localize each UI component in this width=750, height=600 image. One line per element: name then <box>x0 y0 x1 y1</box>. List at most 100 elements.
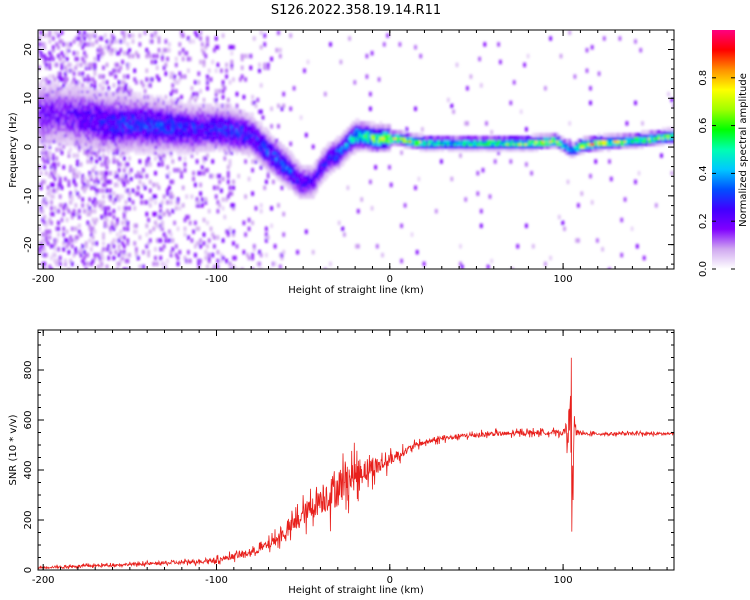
spectrogram-cell <box>181 103 185 109</box>
spectrogram-cell <box>249 132 253 138</box>
spectrogram-cell <box>154 59 157 65</box>
spectrogram-cell <box>509 147 513 152</box>
spectrogram-cell <box>403 144 407 149</box>
spectrogram-cell <box>53 247 57 252</box>
spectrogram-cell <box>136 171 140 176</box>
spectrogram-cell <box>77 127 81 132</box>
spectrogram-cell <box>254 206 258 211</box>
spectrogram-cell <box>190 238 194 243</box>
spectrogram-cell <box>235 144 239 149</box>
spectrogram-cell <box>329 165 332 170</box>
spectrogram-cell <box>88 36 92 41</box>
spectrogram-cell <box>57 258 60 264</box>
spectrogram-cell <box>226 147 230 152</box>
spectrogram-cell <box>76 162 79 167</box>
spectrogram-cell <box>188 115 192 120</box>
spectrogram-cell <box>72 115 76 120</box>
spectrogram-cell <box>336 135 339 141</box>
spectrogram-cell <box>190 144 194 149</box>
spectrogram-cell <box>74 144 78 149</box>
spectrogram-cell <box>81 135 85 141</box>
spectrogram-cell <box>57 71 60 76</box>
spectrogram-cell <box>50 171 53 176</box>
spectrogram-cell <box>292 159 296 164</box>
spectrogram-cell <box>180 115 183 120</box>
spectrogram-cell <box>270 56 273 62</box>
spectrogram-cell <box>218 203 221 208</box>
spectrogram-cell <box>476 135 480 141</box>
spectrogram-cell <box>114 91 118 97</box>
spectrogram-cell <box>77 100 81 106</box>
spectrogram-cell <box>318 171 322 176</box>
spectrogram-cell <box>57 138 60 144</box>
spectrogram-cell <box>214 115 218 120</box>
spectrogram-cell <box>53 112 57 117</box>
spectrogram-cell <box>161 130 164 135</box>
spectrogram-cell <box>110 103 114 109</box>
spectrogram-cell <box>65 130 69 135</box>
spectrogram-cell <box>355 147 358 152</box>
spectrogram-cell <box>512 80 516 85</box>
spectrogram-cell <box>280 165 284 170</box>
spectrogram-cell <box>292 86 296 91</box>
spectrogram-cell <box>346 153 350 158</box>
spectrogram-cell <box>131 91 135 97</box>
spectrogram-cell <box>206 106 209 111</box>
spectrogram-cell <box>84 267 88 269</box>
spectrogram-cell <box>317 162 320 167</box>
spectrogram-cell <box>207 130 211 135</box>
spectrogram-cell <box>256 138 260 144</box>
spectrogram-cell <box>287 168 291 173</box>
spectrogram-cell <box>259 127 263 132</box>
spectrogram-cell <box>204 132 208 138</box>
spectrogram-cell <box>421 138 424 144</box>
spectrogram-cell <box>471 135 474 141</box>
spectrogram-cell <box>150 109 154 114</box>
spectrogram-cell <box>110 112 114 117</box>
spectrogram-cell <box>133 229 137 234</box>
spectrogram-cell <box>112 255 116 261</box>
spectrogram-cell <box>372 127 376 132</box>
spectrogram-cell <box>360 197 364 202</box>
spectrogram-cell <box>287 179 291 185</box>
spectrogram-cell <box>103 223 107 228</box>
spectrogram-cell <box>251 159 254 164</box>
spectrogram-cell <box>192 115 195 120</box>
spectrogram-cell <box>112 144 116 149</box>
spectrogram-cell <box>330 168 334 173</box>
spectrogram-cell <box>43 115 46 120</box>
spectrogram-cell <box>544 144 547 149</box>
spectrogram-cell <box>152 144 156 149</box>
spectrogram-cell <box>251 121 254 126</box>
spectrogram-cell <box>122 112 126 117</box>
spectrogram-cell <box>329 168 332 173</box>
spectrogram-cell <box>232 255 235 261</box>
spectrogram-cell <box>356 127 360 132</box>
spectrogram-cell <box>343 141 346 147</box>
spectrogram-cell <box>79 109 83 114</box>
spectrogram-cell <box>247 176 251 182</box>
spectrogram-cell <box>363 141 367 147</box>
spectrogram-cell <box>103 162 107 167</box>
spectrogram-cell <box>58 132 62 138</box>
spectrogram-cell <box>499 144 502 149</box>
spectrogram-cell <box>159 112 163 117</box>
spectrogram-cell <box>46 156 50 161</box>
spectrogram-cell <box>297 182 301 188</box>
spectrogram-cell <box>50 115 53 120</box>
spectrogram-cell <box>199 124 202 129</box>
spectrogram-cell <box>285 150 289 155</box>
spectrogram-cell <box>322 173 325 179</box>
spectrogram-cell <box>138 33 142 38</box>
spectrogram-cell <box>273 150 277 155</box>
spectrogram-cell <box>124 94 128 100</box>
spectrogram-cell <box>488 138 492 144</box>
spectrogram-cell <box>188 141 192 147</box>
spectrogram-cell <box>336 147 339 152</box>
spectrogram-cell <box>77 30 81 35</box>
spectrogram-cell <box>173 77 176 82</box>
spectrogram-cell <box>214 118 218 123</box>
spectrogram-cell <box>155 74 159 79</box>
spectrogram-cell <box>343 156 346 161</box>
spectrogram-cell <box>135 150 138 155</box>
